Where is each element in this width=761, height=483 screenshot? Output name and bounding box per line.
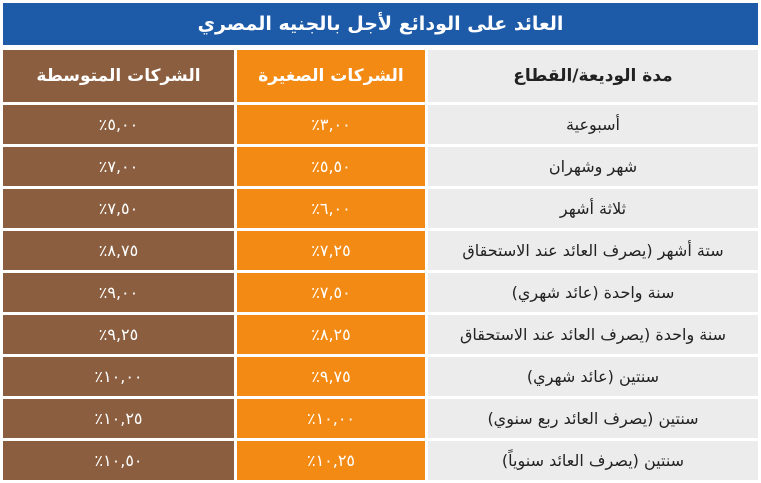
period-cell: أسبوعية: [428, 105, 758, 144]
table-row: أسبوعية ٣,٠٠٪ ٥,٠٠٪: [3, 105, 758, 144]
period-cell: سنة واحدة (عائد شهري): [428, 273, 758, 312]
medium-rate-cell: ١٠,٢٥٪: [3, 399, 237, 438]
small-rate-cell: ٦,٠٠٪: [237, 189, 428, 228]
period-cell: ثلاثة أشهر: [428, 189, 758, 228]
table-row: سنتين (عائد شهري) ٩,٧٥٪ ١٠,٠٠٪: [3, 357, 758, 396]
table-row: سنة واحدة (يصرف العائد عند الاستحقاق ٨,٢…: [3, 315, 758, 354]
small-rate-cell: ٨,٢٥٪: [237, 315, 428, 354]
medium-rate-cell: ٥,٠٠٪: [3, 105, 237, 144]
header-medium-companies: الشركات المتوسطة: [3, 50, 237, 102]
small-rate-cell: ٥,٥٠٪: [237, 147, 428, 186]
small-rate-cell: ٧,٢٥٪: [237, 231, 428, 270]
period-cell: سنتين (يصرف العائد سنوياً): [428, 441, 758, 480]
header-period: مدة الوديعة/القطاع: [428, 50, 758, 102]
period-cell: سنتين (يصرف العائد ربع سنوي): [428, 399, 758, 438]
period-cell: سنة واحدة (يصرف العائد عند الاستحقاق: [428, 315, 758, 354]
period-cell: سنتين (عائد شهري): [428, 357, 758, 396]
medium-rate-cell: ٩,٠٠٪: [3, 273, 237, 312]
small-rate-cell: ٣,٠٠٪: [237, 105, 428, 144]
period-cell: ستة أشهر (يصرف العائد عند الاستحقاق: [428, 231, 758, 270]
rates-table-card: العائد على الودائع لأجل بالجنيه المصري م…: [3, 3, 758, 480]
small-rate-cell: ١٠,٢٥٪: [237, 441, 428, 480]
table-row: شهر وشهران ٥,٥٠٪ ٧,٠٠٪: [3, 147, 758, 186]
table-row: سنة واحدة (عائد شهري) ٧,٥٠٪ ٩,٠٠٪: [3, 273, 758, 312]
medium-rate-cell: ١٠,٥٠٪: [3, 441, 237, 480]
table-row: سنتين (يصرف العائد ربع سنوي) ١٠,٠٠٪ ١٠,٢…: [3, 399, 758, 438]
period-cell: شهر وشهران: [428, 147, 758, 186]
table-title: العائد على الودائع لأجل بالجنيه المصري: [3, 3, 758, 45]
medium-rate-cell: ١٠,٠٠٪: [3, 357, 237, 396]
deposit-rates-table: مدة الوديعة/القطاع الشركات الصغيرة الشرك…: [3, 47, 758, 483]
table-row: ثلاثة أشهر ٦,٠٠٪ ٧,٥٠٪: [3, 189, 758, 228]
small-rate-cell: ١٠,٠٠٪: [237, 399, 428, 438]
medium-rate-cell: ٧,٠٠٪: [3, 147, 237, 186]
header-small-companies: الشركات الصغيرة: [237, 50, 428, 102]
header-row: مدة الوديعة/القطاع الشركات الصغيرة الشرك…: [3, 50, 758, 102]
medium-rate-cell: ٩,٢٥٪: [3, 315, 237, 354]
small-rate-cell: ٧,٥٠٪: [237, 273, 428, 312]
table-row: سنتين (يصرف العائد سنوياً) ١٠,٢٥٪ ١٠,٥٠٪: [3, 441, 758, 480]
medium-rate-cell: ٨,٧٥٪: [3, 231, 237, 270]
table-row: ستة أشهر (يصرف العائد عند الاستحقاق ٧,٢٥…: [3, 231, 758, 270]
small-rate-cell: ٩,٧٥٪: [237, 357, 428, 396]
medium-rate-cell: ٧,٥٠٪: [3, 189, 237, 228]
